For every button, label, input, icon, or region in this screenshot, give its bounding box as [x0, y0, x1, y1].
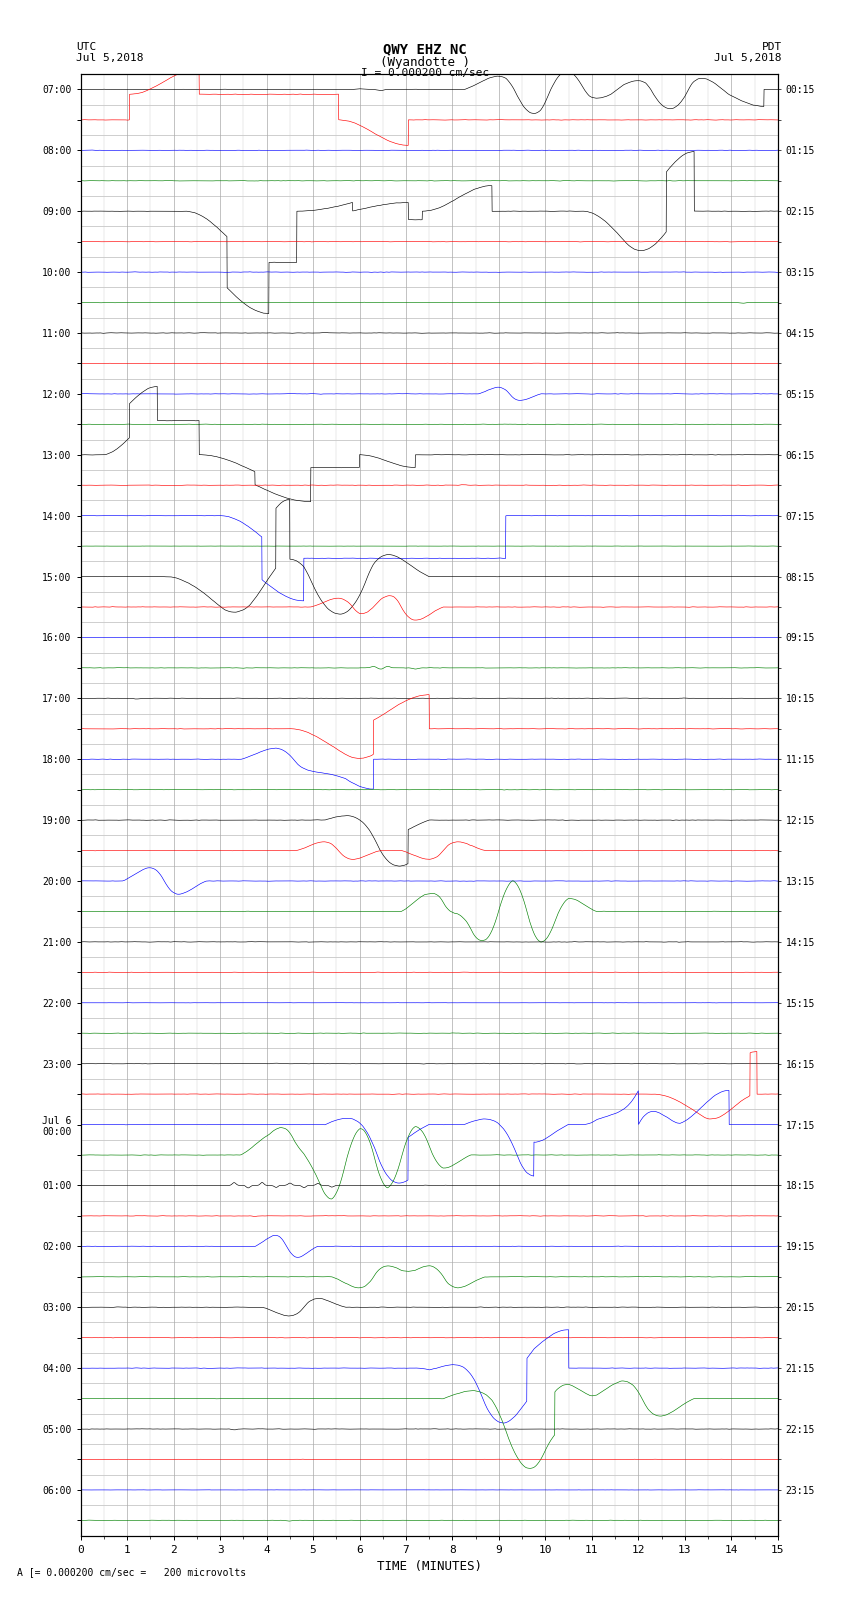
Text: QWY EHZ NC: QWY EHZ NC — [383, 42, 467, 56]
Text: PDT: PDT — [762, 42, 782, 52]
Text: (Wyandotte ): (Wyandotte ) — [380, 56, 470, 69]
X-axis label: TIME (MINUTES): TIME (MINUTES) — [377, 1560, 482, 1573]
Text: Jul 5,2018: Jul 5,2018 — [715, 53, 782, 63]
Text: I = 0.000200 cm/sec: I = 0.000200 cm/sec — [361, 68, 489, 77]
Text: Jul 5,2018: Jul 5,2018 — [76, 53, 144, 63]
Text: UTC: UTC — [76, 42, 97, 52]
Text: A [= 0.000200 cm/sec =   200 microvolts: A [= 0.000200 cm/sec = 200 microvolts — [17, 1568, 246, 1578]
